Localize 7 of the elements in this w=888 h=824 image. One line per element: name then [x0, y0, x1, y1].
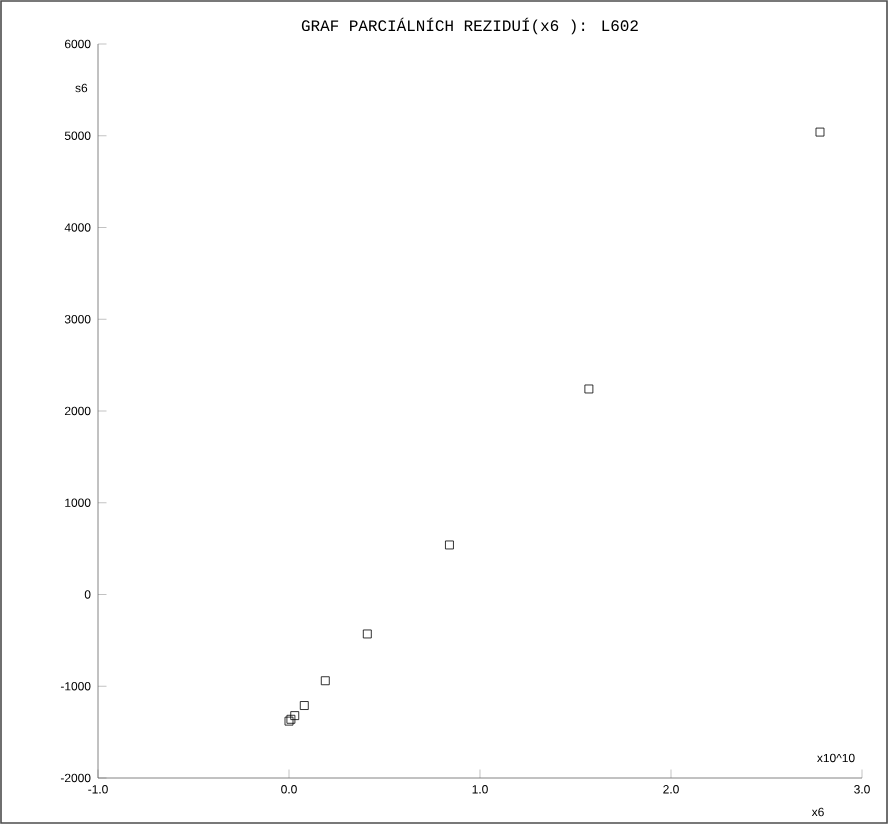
point [320, 676, 330, 686]
point [362, 629, 372, 639]
point [584, 384, 594, 394]
point [299, 701, 309, 710]
point [815, 127, 825, 137]
point [445, 540, 454, 550]
point [290, 711, 300, 721]
